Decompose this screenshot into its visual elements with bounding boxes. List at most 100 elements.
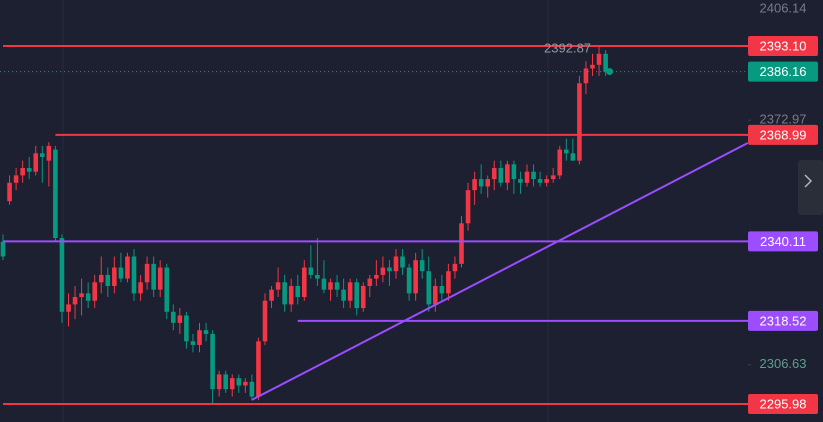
last-price-label: 2386.16	[760, 64, 807, 79]
price-tag	[748, 394, 818, 415]
candle-body	[256, 341, 261, 397]
candle-body	[229, 378, 235, 390]
price-tag	[748, 61, 818, 82]
candle-body	[190, 341, 196, 345]
candle-body	[138, 282, 143, 294]
candle-body	[518, 179, 523, 183]
candle-body	[262, 300, 268, 342]
candle-body	[393, 256, 399, 272]
candle-body	[105, 274, 111, 286]
candle-body	[459, 223, 464, 264]
candle-body	[564, 149, 569, 154]
candle-body	[347, 282, 353, 301]
candle-body	[557, 149, 563, 176]
price-tag	[748, 36, 818, 57]
candle-body	[537, 179, 543, 183]
candle-body	[380, 267, 386, 275]
y-tick-label: 2306.63	[760, 356, 807, 371]
candle-body	[164, 267, 170, 312]
candle-body	[112, 267, 117, 286]
candle-body	[210, 333, 215, 390]
candle-body	[72, 297, 78, 305]
candle-body	[590, 64, 595, 69]
candle-body	[550, 175, 556, 180]
candle-body	[596, 53, 602, 65]
candle-body	[374, 274, 379, 279]
candle-body	[583, 68, 589, 84]
candle-body	[92, 282, 97, 301]
price-tag-label: 2295.98	[760, 396, 807, 411]
price-scale: 2406.14 2372.97 2306.63 2393.10 2368.99 2340.…	[748, 0, 818, 415]
price-tag	[748, 310, 818, 331]
candle-body	[151, 263, 156, 290]
candle-body	[354, 282, 359, 309]
candle-body	[157, 267, 163, 290]
candle-body	[20, 168, 25, 176]
plot: 2392.87	[0, 40, 749, 406]
candle-body	[452, 263, 458, 272]
candle-body	[570, 153, 576, 161]
price-tag	[748, 231, 818, 252]
candle-body	[505, 164, 510, 183]
candle-body	[400, 256, 405, 268]
candle-body	[13, 175, 19, 183]
candle-body	[184, 315, 189, 342]
candle-body	[223, 374, 228, 390]
candle-body	[308, 267, 314, 275]
candle-body	[131, 256, 137, 294]
candle-body	[125, 256, 130, 279]
candle-body	[0, 241, 6, 257]
candle-body	[360, 285, 366, 309]
y-tick-label: 2406.14	[760, 0, 807, 15]
price-tag-label: 2318.52	[760, 313, 807, 328]
candle-body	[367, 278, 373, 286]
candle-body	[98, 274, 104, 283]
candle-body	[295, 285, 301, 298]
price-tag	[748, 124, 818, 145]
candle-body	[144, 263, 150, 283]
collapse-button[interactable]	[798, 160, 823, 215]
candle-body	[53, 149, 58, 239]
candle-body	[446, 271, 451, 294]
candle-body	[269, 289, 274, 301]
candle-body	[485, 179, 490, 187]
candle-body	[544, 179, 549, 183]
last-price-dot	[606, 68, 614, 76]
candle-body	[177, 315, 183, 323]
candle-body	[426, 271, 432, 305]
candle-body	[40, 153, 45, 157]
candle-body	[243, 381, 248, 386]
candle-body	[413, 260, 418, 294]
price-tag-label: 2340.11	[760, 234, 806, 249]
candle-body	[334, 282, 340, 290]
candle-body	[171, 311, 176, 323]
price-tag-label: 2368.99	[760, 127, 807, 142]
candle-body	[321, 278, 327, 290]
candle-body	[118, 267, 124, 279]
candle-body	[275, 282, 281, 290]
candle-body	[288, 285, 294, 305]
candle-body	[33, 153, 39, 172]
candle-body	[197, 330, 202, 345]
candle-body	[439, 285, 445, 294]
candle-body	[216, 374, 222, 390]
candle-body	[79, 293, 84, 298]
candle-body	[465, 190, 471, 224]
candle-body	[59, 238, 65, 312]
candle-body	[66, 304, 71, 312]
candle-body	[511, 164, 517, 180]
candle-body	[498, 168, 504, 183]
candle-body	[85, 293, 91, 301]
candle-body	[46, 145, 52, 161]
candle-body	[328, 282, 333, 290]
candle-body	[315, 274, 320, 279]
candle-body	[7, 182, 12, 202]
candle-body	[341, 289, 346, 301]
candle-body	[524, 171, 530, 183]
candle-body	[406, 267, 412, 294]
trendline	[251, 142, 749, 401]
y-tick-label: 2372.97	[760, 112, 807, 127]
candle-body	[249, 381, 255, 397]
